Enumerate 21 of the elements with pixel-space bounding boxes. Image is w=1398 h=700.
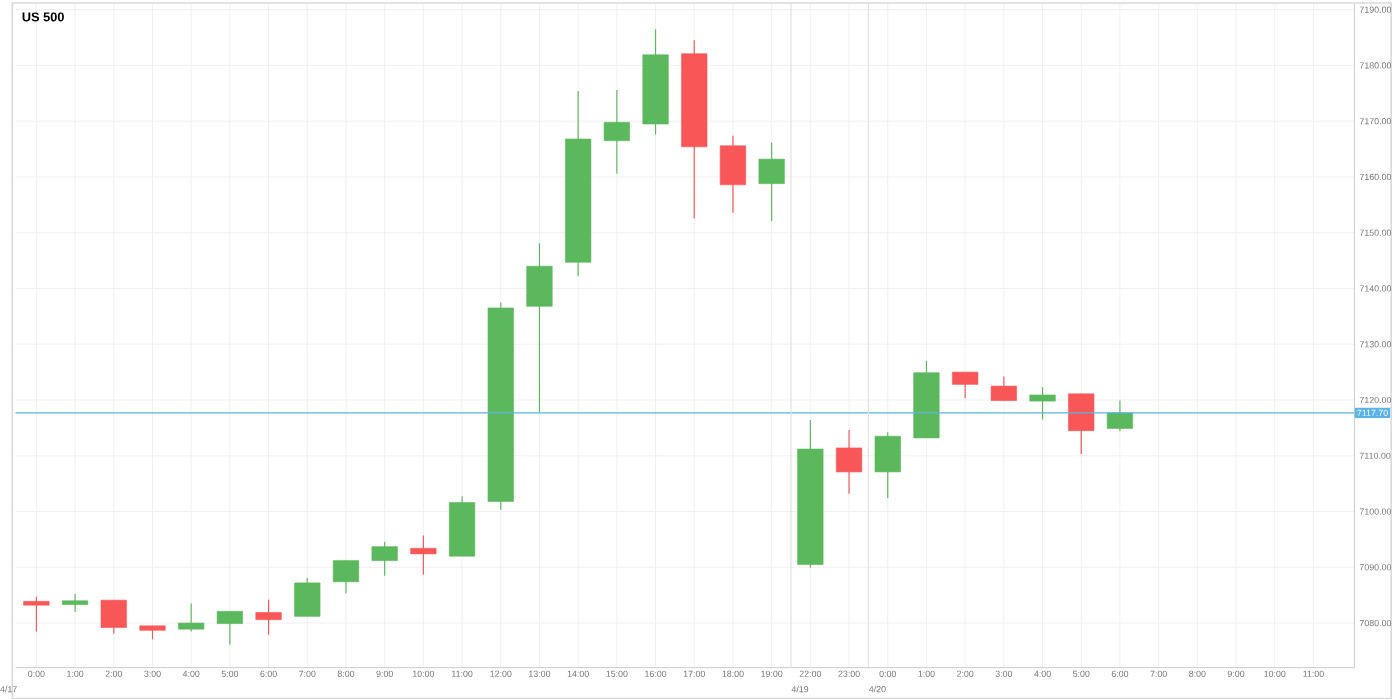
candlestick: [1029, 386, 1056, 421]
candlestick: [410, 535, 437, 576]
candlestick: [719, 135, 747, 214]
candlestick: [100, 599, 127, 635]
candlestick: [332, 560, 360, 595]
candlestick: [294, 577, 321, 618]
candlestick: [952, 371, 979, 400]
candlestick: [990, 376, 1017, 402]
candlestick: [216, 611, 243, 646]
candlestick: [526, 243, 553, 414]
candlestick: [23, 596, 50, 633]
candlestick: [835, 429, 863, 495]
candlestick: [178, 603, 205, 633]
candlestick: [371, 541, 398, 577]
candlestick: [1106, 400, 1134, 433]
candlestick: [603, 89, 630, 175]
candlestick: [62, 593, 89, 613]
candlestick: [255, 599, 282, 636]
candlestick: [874, 432, 901, 500]
candlestick: [758, 142, 785, 222]
candlestick: [1068, 393, 1095, 456]
